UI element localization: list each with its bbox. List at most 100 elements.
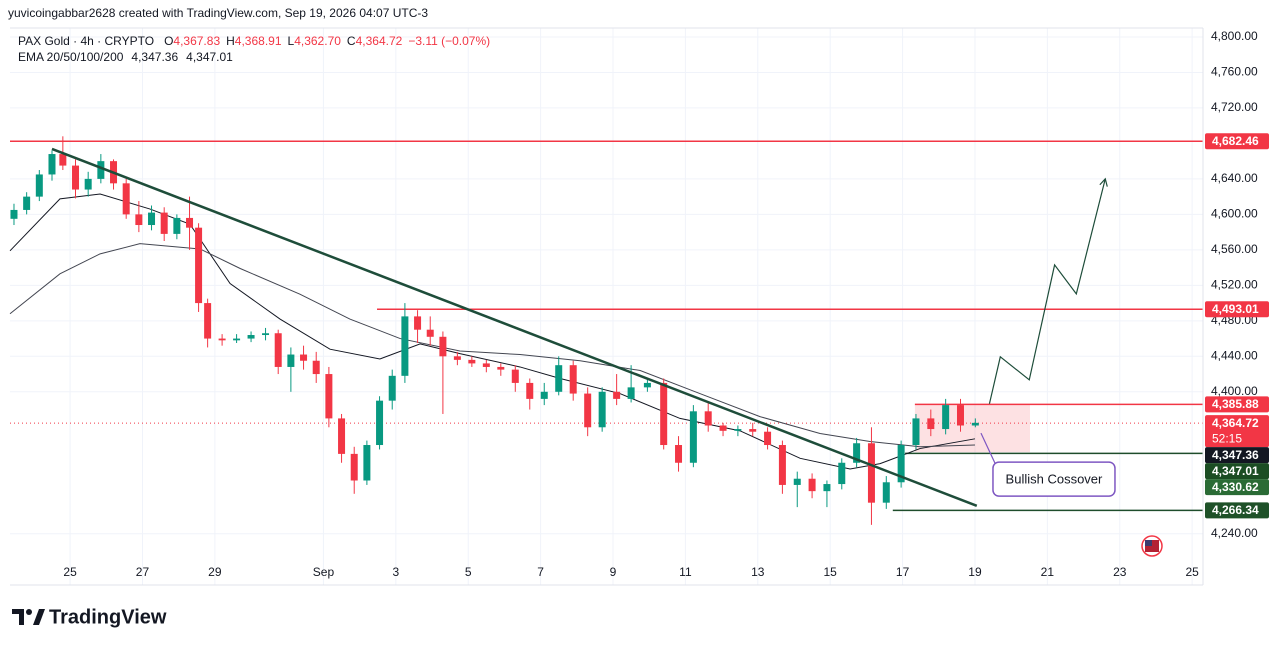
candle-body [823, 484, 831, 492]
price-tag-label: 4,682.46 [1212, 134, 1259, 148]
price-tag [1205, 301, 1269, 318]
candle-body [540, 391, 548, 399]
candle-body [704, 411, 712, 426]
candle-body [511, 369, 519, 383]
candle-body [468, 359, 476, 364]
arrow-head [1099, 177, 1108, 187]
candle-body [135, 214, 143, 226]
x-tick-label: 13 [751, 565, 765, 579]
projection-path [988, 178, 1106, 404]
candle-body [122, 183, 130, 215]
candle-body [148, 212, 156, 226]
candle-body [734, 429, 742, 431]
legend-line: PAX Gold · 4h · CRYPTO O4,367.83 H4,368.91… [18, 34, 490, 48]
logo-shape [33, 609, 45, 625]
candle-body [300, 354, 308, 361]
candle-body [627, 387, 635, 399]
candle-body [838, 462, 846, 485]
symbol-name: PAX Gold · 4h · CRYPTO [18, 34, 154, 48]
price-tag-label: 4,364.72 [1212, 416, 1259, 430]
candle-body [35, 174, 43, 197]
logo-dot [26, 609, 32, 615]
candle-body [84, 178, 92, 190]
candle-body [584, 393, 592, 428]
axis: 4,800.00 4,760.00 4,720.00 4,640.00 4,600.00… [10, 27, 1269, 586]
y-tick-label: 4,640.00 [1211, 171, 1258, 185]
candle-body [274, 333, 282, 367]
x-tick-label: 23 [1113, 565, 1127, 579]
candle-body [853, 443, 861, 463]
author-line: yuvicoingabbar2628 created with TradingV… [8, 6, 428, 20]
x-tick-label: 25 [1185, 565, 1199, 579]
price-tag-label: 4,347.01 [1212, 464, 1259, 478]
candle-body [233, 338, 241, 341]
x-tick-label: 21 [1041, 565, 1055, 579]
price-tag-label: 4,385.88 [1212, 397, 1259, 411]
candle-body [173, 217, 181, 234]
ema-name: EMA 20/50/100/200 [18, 50, 124, 64]
candle-body [793, 478, 801, 485]
y-tick-label: 4,800.00 [1211, 29, 1258, 43]
brand-logo: TradingView [12, 606, 167, 628]
logo-shape [12, 609, 24, 625]
x-tick-label: Sep [313, 565, 335, 579]
candle-body [956, 405, 964, 426]
ema-value: 4,347.01 [186, 50, 233, 64]
annotation-box [992, 461, 1116, 497]
candle-body [338, 418, 346, 454]
candle-body [247, 335, 255, 339]
candle-body [927, 418, 935, 430]
x-tick-label: 9 [610, 565, 617, 579]
candle-body [719, 425, 727, 431]
ohlc-key: O [164, 34, 173, 48]
legend: PAX Gold · 4h · CRYPTO O4,367.83 H4,368.91… [18, 34, 490, 64]
x-tick-label: 11 [679, 565, 692, 579]
candle-body [160, 212, 168, 234]
candle-body [312, 360, 320, 375]
x-tick-label: 27 [136, 565, 150, 579]
candle-body [660, 382, 668, 446]
legend-line: EMA 20/50/100/200 4,347.36 4,347.01 [18, 50, 233, 64]
candle-body [453, 356, 461, 360]
y-tick-label: 4,560.00 [1211, 242, 1258, 256]
ohlc-key: L [288, 34, 295, 48]
candle-body [388, 375, 396, 401]
grid [10, 28, 1203, 585]
candle-body [598, 391, 606, 428]
ohlc-value: 4,362.70 [294, 34, 341, 48]
y-tick-label: 4,240.00 [1211, 526, 1258, 540]
candle-body [325, 374, 333, 419]
price-tag-label: 4,266.34 [1212, 503, 1259, 517]
candle-body [195, 227, 203, 304]
candle-body [764, 431, 772, 446]
candle-body [363, 445, 371, 481]
candle-body [569, 365, 577, 394]
candle-body [97, 161, 105, 179]
y-tick-label: 4,520.00 [1211, 278, 1258, 292]
price-tag [1205, 133, 1269, 150]
candle-body [23, 196, 31, 210]
candle-body [482, 363, 490, 367]
price-tag [1205, 396, 1269, 413]
candle-body [376, 400, 384, 446]
y-tick-label: 4,720.00 [1211, 100, 1258, 114]
x-tick-label: 7 [537, 565, 544, 579]
ohlc-key: C [347, 34, 356, 48]
flag-canton [1145, 540, 1152, 546]
price-tag-label: 4,347.36 [1212, 448, 1259, 462]
candle-body [204, 303, 212, 339]
ohlc-value: 4,364.72 [356, 34, 403, 48]
ema-value: 4,347.36 [131, 50, 178, 64]
x-tick-label: 3 [392, 565, 399, 579]
candle-body [10, 209, 18, 219]
price-tag [1205, 502, 1269, 519]
x-tick-label: 15 [824, 565, 838, 579]
candle-body [186, 217, 194, 228]
candle-body [643, 382, 651, 388]
candle-body [749, 429, 757, 432]
annotation-text: Bullish Cossover [1006, 472, 1103, 487]
candle-body [882, 482, 890, 503]
candle-body [72, 165, 80, 190]
candle-body [526, 382, 534, 399]
